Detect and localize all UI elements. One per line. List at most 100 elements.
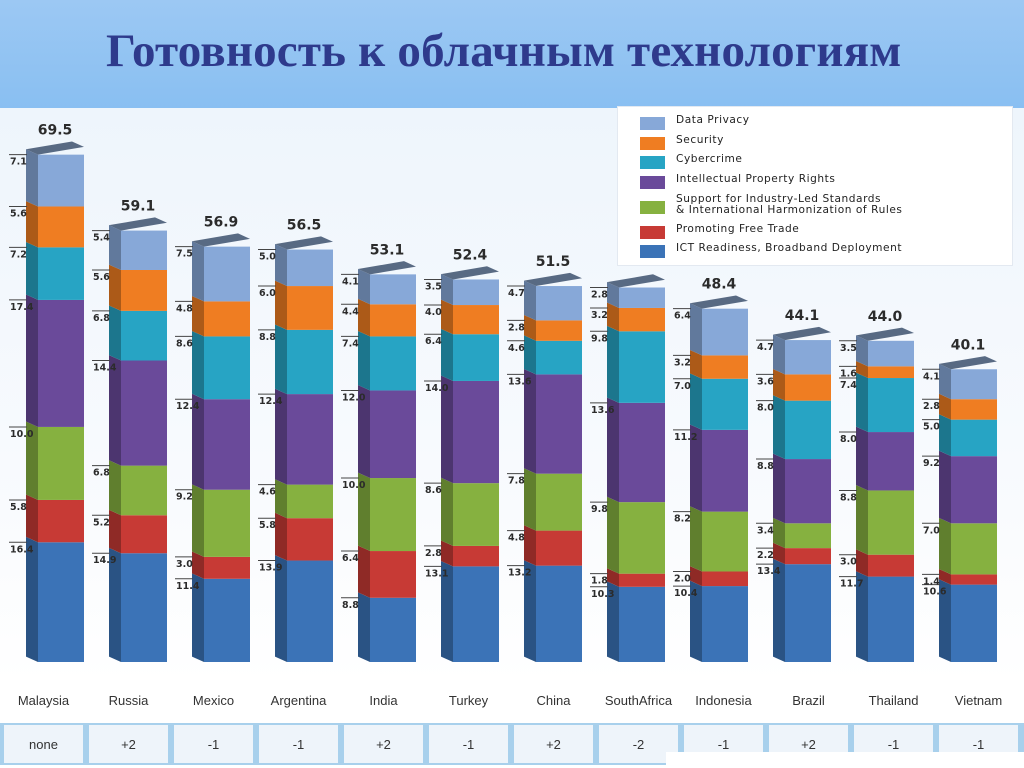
- segment-value-label: 6.4: [425, 336, 442, 347]
- bar-segment-side: [192, 295, 204, 337]
- rank-change-cell: -2: [599, 725, 678, 763]
- bar-segment-side: [939, 414, 951, 457]
- segment-value-label: 3.2: [674, 357, 691, 368]
- bar-segment-side: [275, 388, 287, 485]
- bar-segment-side: [690, 424, 702, 512]
- bar-segment-side: [109, 547, 121, 662]
- segment-value-label: 4.6: [508, 343, 525, 354]
- country-label-line: Africa: [638, 692, 673, 708]
- bar-segment-side: [939, 393, 951, 420]
- bar-segment-side: [275, 280, 287, 330]
- segment-value-label: 8.6: [425, 485, 442, 496]
- bar-segment: [619, 586, 665, 662]
- legend-label: Intellectual Property Rights: [676, 173, 836, 186]
- segment-value-label: 5.6: [93, 272, 110, 283]
- bar-segment: [370, 304, 416, 337]
- bar-mexico: 11.4 3.0 9.2 12.4 8.6 4.8 7.5 56.9: [175, 215, 250, 662]
- bar-segment-side: [275, 479, 287, 519]
- bar-top-cap: [441, 266, 499, 280]
- bar-segment: [453, 545, 499, 567]
- bar-segment: [287, 560, 333, 662]
- bar-segment: [453, 566, 499, 662]
- segment-value-label: 10.6: [923, 587, 947, 598]
- bar-segment: [38, 542, 84, 662]
- segment-value-label: 5.8: [10, 502, 27, 513]
- bar-segment-side: [275, 324, 287, 395]
- bar-segment: [38, 206, 84, 248]
- bar-segment-side: [773, 395, 785, 460]
- segment-value-label: 7.2: [10, 249, 27, 260]
- segment-value-label: 10.0: [10, 429, 34, 440]
- segment-value-label: 3.6: [757, 376, 774, 387]
- bar-segment-side: [939, 569, 951, 585]
- bar-segment-side: [26, 149, 38, 207]
- country-label: India: [344, 678, 423, 723]
- country-labels-row: Malaysia Russia Mexico Argentina India Turkey…: [0, 678, 1024, 723]
- bar-segment-side: [441, 299, 453, 335]
- segment-value-label: 4.4: [342, 306, 359, 317]
- bar-segment-side: [607, 302, 619, 332]
- bar-segment-side: [607, 568, 619, 587]
- country-label-line: China: [536, 692, 571, 708]
- segment-value-label: 8.6: [176, 338, 193, 349]
- rank-change-cell: -1: [259, 725, 338, 763]
- country-label-line: Malaysia: [17, 692, 70, 708]
- bar-segment-side: [109, 305, 121, 361]
- segment-value-label: 4.7: [508, 288, 525, 299]
- country-label: South Africa: [599, 678, 678, 723]
- country-label: Turkey: [429, 678, 508, 723]
- total-value-label: 44.0: [868, 309, 903, 325]
- bar-segment: [453, 334, 499, 381]
- segment-value-label: 13.6: [591, 405, 615, 416]
- bar-segment: [619, 502, 665, 574]
- segment-value-label: 8.0: [757, 403, 774, 414]
- bar-segment: [951, 399, 997, 420]
- bar-thailand: 11.7 3.0 8.8 8.0 7.41.6 3.5 44.0: [839, 309, 914, 662]
- bar-segment: [619, 402, 665, 503]
- bar-segment-side: [856, 485, 868, 555]
- bar-segment: [453, 380, 499, 484]
- bar-segment: [121, 230, 167, 270]
- bar-segment: [785, 374, 831, 401]
- segment-value-label: 5.4: [93, 233, 110, 244]
- bar-segment: [951, 584, 997, 662]
- bar-segment: [868, 576, 914, 662]
- bar-segment-side: [26, 241, 38, 300]
- bar-segment-side: [607, 397, 619, 503]
- bar-segment: [868, 490, 914, 555]
- bar-segment-side: [275, 244, 287, 287]
- segment-value-label: 5.0: [259, 252, 276, 263]
- rank-change-cell: +2: [89, 725, 168, 763]
- bar-segment: [951, 419, 997, 457]
- segment-value-label: 4.1: [923, 371, 940, 382]
- bar-segment: [868, 554, 914, 577]
- bar-south-africa: 10.3 1.8 9.8 13.6 9.8 3.2 2.8: [590, 274, 665, 662]
- bar-segment: [702, 586, 748, 662]
- country-label-line: Thailand: [868, 692, 919, 708]
- segment-value-label: 14.9: [93, 555, 116, 566]
- bar-segment: [702, 511, 748, 572]
- segment-value-label: 2.8: [923, 401, 940, 412]
- segment-value-label: 13.4: [757, 566, 781, 577]
- bar-segment-side: [524, 525, 536, 566]
- bar-turkey: 13.1 2.8 8.6 14.0 6.4 4.0 3.5 52.4: [424, 247, 499, 662]
- country-label: Argentina: [259, 678, 338, 723]
- country-label: Malaysia: [4, 678, 83, 723]
- bar-segment: [121, 515, 167, 554]
- bar-top-cap: [607, 274, 665, 288]
- rank-change-cell: -1: [429, 725, 508, 763]
- bar-top-cap: [939, 356, 997, 370]
- country-label-line: Argentina: [270, 692, 327, 708]
- segment-value-label: 11.4: [176, 581, 200, 592]
- bar-segment-side: [358, 385, 370, 479]
- bar-segment-side: [26, 421, 38, 500]
- bar-segment: [868, 432, 914, 491]
- bar-segment: [287, 286, 333, 330]
- segment-value-label: 2.8: [508, 322, 525, 333]
- bar-top-cap: [275, 236, 333, 250]
- segment-value-label: 7.4: [840, 380, 857, 391]
- rank-change-cell: none: [4, 725, 83, 763]
- bar-segment: [702, 355, 748, 379]
- country-label: Vietnam: [939, 678, 1018, 723]
- segment-value-label: 8.0: [840, 434, 857, 445]
